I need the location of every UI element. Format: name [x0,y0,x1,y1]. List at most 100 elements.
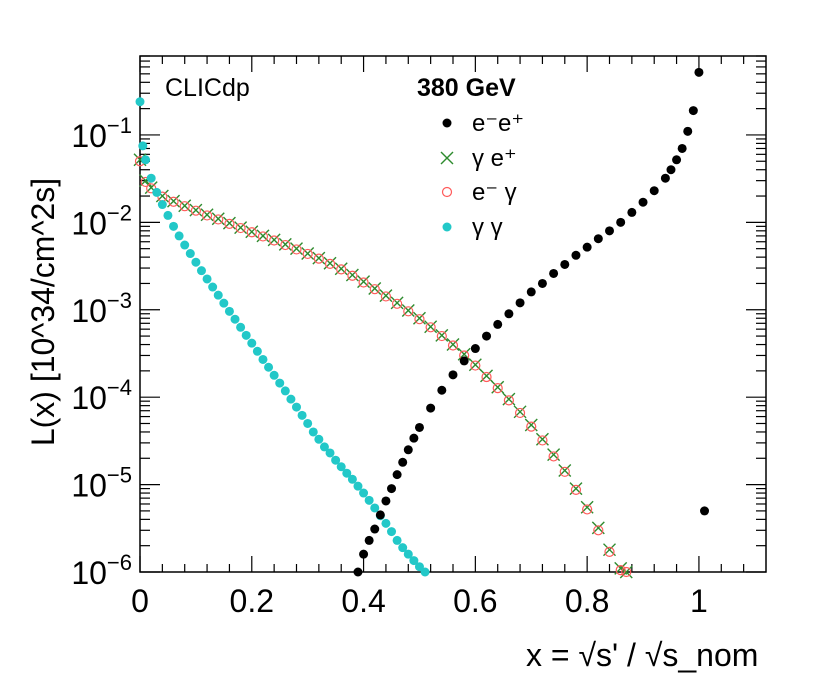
data-point [370,503,380,513]
data-point [571,250,581,260]
data-point [222,216,236,230]
data-point [275,378,285,388]
data-point [152,187,162,197]
data-point [666,165,676,175]
legend-marker-2 [441,186,453,198]
data-point [312,251,326,265]
data-point [191,257,201,267]
legend-label-e-gamma: e⁻ γ [472,179,517,206]
data-point [409,556,419,566]
data-point [236,322,246,332]
data-point [163,210,173,220]
y-axis: 10−6 10−5 10−4 10−3 10−2 10−1 [71,55,766,591]
data-point [649,186,659,196]
data-point [403,549,413,559]
data-point [420,567,430,577]
data-point [336,462,346,472]
data-point [436,330,447,342]
data-point [672,155,682,165]
data-point [435,328,449,342]
data-point [347,474,357,484]
data-point [392,298,403,309]
data-point [353,481,363,491]
data-point [582,504,593,515]
data-point [264,362,274,372]
data-point [138,141,148,151]
data-point [269,235,280,246]
data-point [359,488,369,498]
data-point [470,344,480,354]
data-point [559,466,570,477]
data-point [303,418,313,428]
data-point [157,200,167,210]
data-point [168,196,179,207]
data-point [403,306,414,317]
data-point [297,410,307,420]
x-tick-label: 0.6 [453,583,497,619]
data-point [200,208,214,222]
data-point [560,259,570,269]
data-point [369,284,380,295]
data-point [515,298,525,308]
data-point [247,338,257,348]
data-point [537,435,548,446]
data-point [345,268,359,282]
data-point [604,546,615,557]
legend-label-gamma-e: γ e⁺ [472,145,517,172]
data-point [235,222,246,234]
x-tick-label: 1 [690,583,708,619]
x-axis-label: x = √s' / √s_nom [526,637,758,673]
data-point [179,201,190,212]
data-point [593,234,603,244]
data-point [224,218,235,230]
data-point [387,527,397,537]
data-point [252,346,262,356]
data-point [269,370,279,380]
data-point [627,207,637,217]
series-gamma-gamma [135,97,430,577]
data-point [403,445,413,455]
data-point [353,567,363,577]
data-point [401,304,415,318]
data-point [201,210,213,221]
data-point [190,205,201,216]
data-point [619,565,633,579]
data-point [688,106,698,116]
data-point [468,358,482,372]
data-point [141,155,151,165]
legend-title: 380 GeV [417,74,516,102]
data-point [387,484,397,494]
data-point [493,319,503,329]
data-point [359,549,369,559]
data-point [514,407,526,419]
data-point [347,270,358,281]
legend-label-gamma-gamma: γ γ [472,214,503,241]
data-point [638,197,648,207]
data-point [302,248,313,260]
data-point [286,394,296,404]
data-point [313,253,324,264]
data-point [526,421,537,432]
data-point [323,256,337,270]
data-point [213,214,224,225]
data-point [424,320,438,334]
data-point [425,322,436,333]
y-axis-label: L(x) [10^34/cm^2s] [25,178,61,446]
data-point [280,239,291,251]
data-point [615,565,626,576]
data-point [470,360,481,371]
data-point [358,277,369,288]
data-point [331,455,341,465]
data-point [381,518,391,528]
series-gamma-e+ [133,153,633,579]
y-tick-label: 10−5 [71,463,132,504]
data-point [290,242,303,256]
legend-label-ee: e⁻e⁺ [472,110,524,137]
data-point [167,194,181,208]
x-tick-label: 0.4 [341,583,385,619]
x-tick-label: 0.8 [565,583,609,619]
data-point [314,434,324,444]
legend: 380 GeV e⁻e⁺ γ e⁺ e⁻ γ γ γ [417,74,524,241]
y-tick-label: 10−3 [71,288,132,329]
data-point [211,212,225,226]
